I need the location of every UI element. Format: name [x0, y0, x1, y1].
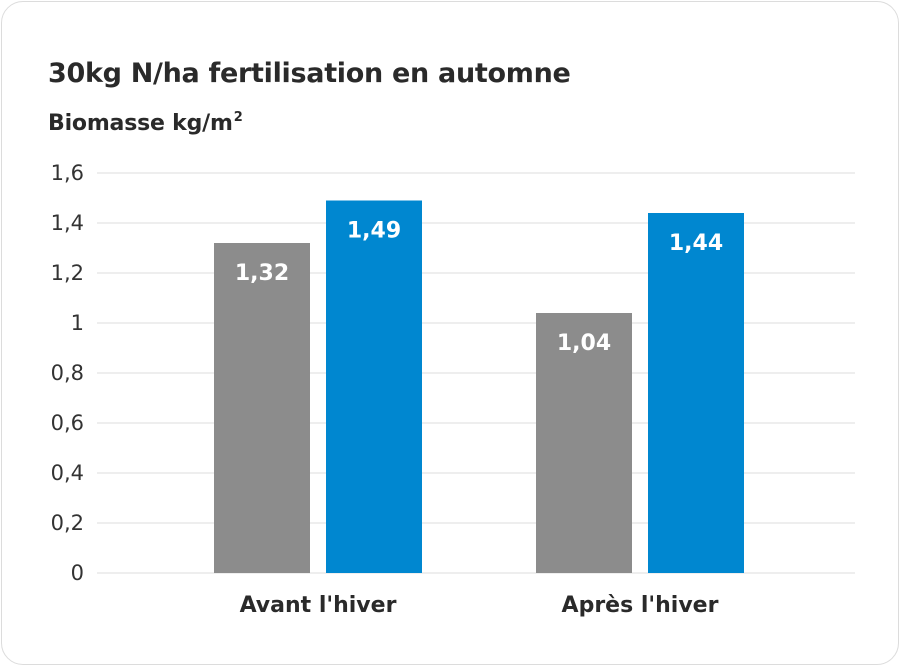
- bar-value-label: 1,49: [347, 219, 401, 244]
- y-tick-label: 1: [71, 311, 84, 335]
- bar: [326, 200, 422, 573]
- x-axis-categories: Avant l'hiver Après l'hiver: [240, 593, 719, 618]
- y-axis-label-text: Biomasse kg/m: [48, 111, 233, 136]
- data-labels: 1,32 1,49 1,04 1,44: [235, 219, 723, 357]
- bar: [214, 243, 310, 573]
- y-tick-label: 0,2: [51, 511, 84, 535]
- bar-value-label: 1,04: [557, 331, 611, 356]
- y-tick-label: 0,6: [51, 411, 84, 435]
- y-tick-label: 1,2: [51, 261, 84, 285]
- bars: [214, 200, 744, 573]
- x-category-label: Après l'hiver: [562, 593, 719, 618]
- bar: [536, 313, 632, 573]
- bar-value-label: 1,32: [235, 261, 289, 286]
- y-tick-label: 1,6: [51, 161, 84, 185]
- chart-title: 30kg N/ha fertilisation en automne: [48, 58, 571, 89]
- y-tick-label: 0,8: [51, 361, 84, 385]
- y-axis-label: Biomasse kg/m2: [48, 110, 243, 136]
- y-tick-label: 0,4: [51, 461, 84, 485]
- x-category-label: Avant l'hiver: [240, 593, 397, 618]
- y-tick-label: 0: [71, 561, 84, 585]
- y-axis-ticks: 0 0,2 0,4 0,6 0,8 1 1,2 1,4 1,6: [51, 161, 84, 585]
- y-axis-label-superscript: 2: [233, 110, 243, 125]
- bar: [648, 213, 744, 573]
- y-tick-label: 1,4: [51, 211, 84, 235]
- bar-value-label: 1,44: [669, 231, 723, 256]
